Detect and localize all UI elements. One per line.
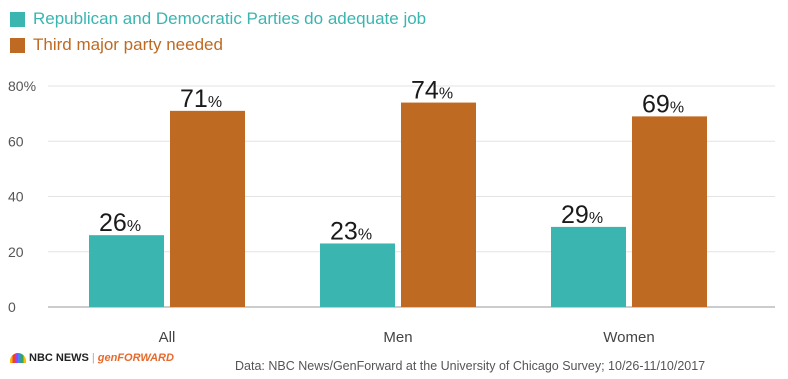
bar-value-label: 71% xyxy=(180,85,222,113)
y-tick-label: 40 xyxy=(8,189,24,205)
bar xyxy=(632,116,707,307)
x-category-label: Women xyxy=(603,329,654,346)
legend-label-adequate: Republican and Democratic Parties do ade… xyxy=(33,9,427,28)
source-note: Data: NBC News/GenForward at the Univers… xyxy=(235,359,706,373)
bar xyxy=(401,102,476,307)
bar-value-label: 26% xyxy=(99,209,141,237)
legend-swatch-third-party xyxy=(10,37,25,53)
bar xyxy=(89,235,164,307)
logo-genforward-text: genFORWARD xyxy=(97,352,174,364)
legend-swatch-adequate xyxy=(10,11,25,27)
legend-label-third-party: Third major party needed xyxy=(33,35,223,54)
bar xyxy=(551,226,626,307)
bar-value-label: 74% xyxy=(411,77,453,105)
legend: Republican and Democratic Parties do ade… xyxy=(10,6,426,58)
y-tick-label: 20 xyxy=(8,244,24,260)
logo-separator: | xyxy=(91,352,95,364)
x-category-label: Men xyxy=(383,329,412,346)
y-tick-label: 80% xyxy=(8,78,36,94)
logo-nbc-text: NBC NEWS xyxy=(29,352,89,364)
bar-value-label: 23% xyxy=(330,217,372,245)
legend-item-adequate: Republican and Democratic Parties do ade… xyxy=(10,6,426,32)
bar-value-label: 69% xyxy=(642,90,684,118)
x-category-label: All xyxy=(159,329,176,346)
peacock-icon xyxy=(10,353,26,363)
legend-item-third-party: Third major party needed xyxy=(10,32,426,58)
bar-value-label: 29% xyxy=(561,201,603,229)
bar xyxy=(170,110,245,307)
y-tick-label: 60 xyxy=(8,133,24,149)
bar xyxy=(320,243,395,307)
nbc-genforward-logo: NBC NEWS | genFORWARD xyxy=(10,352,174,364)
y-tick-label: 0 xyxy=(8,299,16,315)
